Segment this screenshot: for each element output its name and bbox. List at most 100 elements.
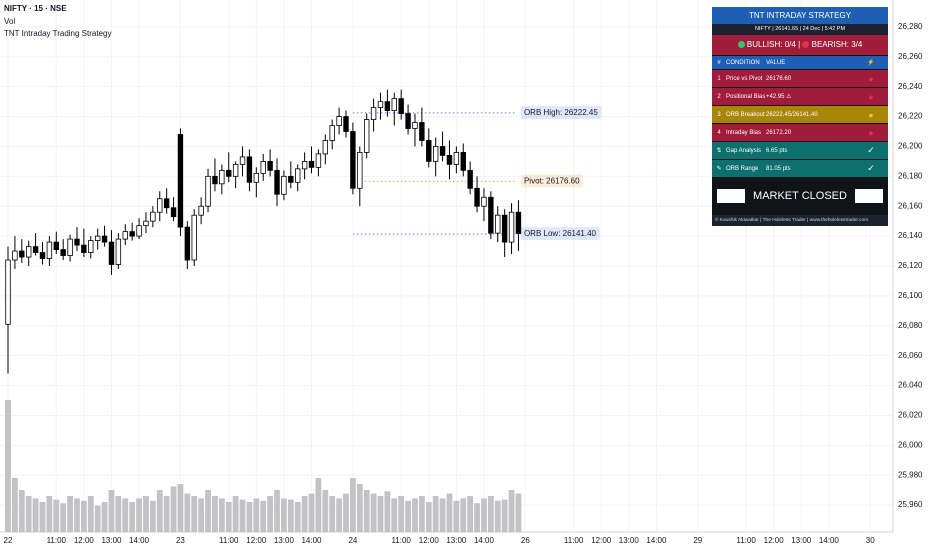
x-tick-label: 26 [521, 536, 530, 545]
volume-bar [129, 502, 136, 532]
volume-bar [308, 493, 315, 532]
candle-body [336, 116, 342, 126]
candle-body [308, 160, 315, 168]
candle-body [467, 169, 473, 189]
volume-bar [287, 499, 294, 532]
candle-body [481, 196, 487, 207]
y-tick-label: 26,280 [898, 22, 923, 31]
table-header: # CONDITION VALUE ⚡ [712, 55, 888, 69]
cell-num: ⇅ [716, 148, 722, 154]
level-tag: ORB High: 26222.45 [520, 106, 602, 120]
level-label: ORB High: 26222.45 [524, 108, 598, 117]
symbol[interactable]: NIFTY · 15 · NSE [4, 4, 67, 13]
candle-body [439, 146, 446, 156]
header-cell: VALUE [766, 59, 786, 66]
candle-body [101, 235, 108, 243]
volume-bar [101, 502, 108, 532]
volume-bar [377, 496, 384, 532]
x-tick-label: 11:00 [47, 536, 67, 545]
volume-bar [60, 503, 67, 532]
x-tick-label: 11:00 [391, 536, 411, 545]
candle-body [46, 241, 53, 259]
level-tag: Pivot: 26176.60 [520, 174, 584, 188]
candle-body [274, 169, 280, 195]
y-tick-label: 26,140 [898, 231, 923, 240]
volume-bar [391, 498, 398, 532]
x-tick-label: 13:00 [791, 536, 812, 545]
x-tick-label: 22 [4, 536, 13, 545]
y-tick-label: 26,240 [898, 82, 923, 91]
volume-bar [122, 498, 129, 532]
x-tick-label: 11:00 [564, 536, 584, 545]
x-tick-label: 12:00 [419, 536, 440, 545]
candle-body [19, 250, 25, 258]
volume-bar [149, 500, 156, 532]
candle-body [39, 252, 46, 259]
y-tick-label: 26,180 [898, 171, 923, 180]
cell-num: 3 [717, 111, 721, 118]
cell-condition: ORB Range [726, 165, 759, 172]
candle-body [53, 241, 59, 250]
volume-bar [143, 496, 149, 532]
volume-bar [432, 496, 439, 532]
candle-body [419, 122, 425, 141]
volume-bar [212, 496, 218, 532]
volume-bar [191, 496, 198, 532]
candle-body [246, 156, 253, 183]
candle-body [295, 168, 301, 183]
volume-bar [363, 490, 370, 532]
candle-body [432, 146, 439, 162]
candle-body [253, 172, 260, 183]
volume-bar [329, 496, 336, 532]
volume-bar [418, 496, 425, 532]
x-tick-label: 14:00 [474, 536, 495, 545]
candle-body [377, 101, 384, 108]
volume-bar [370, 493, 377, 532]
volume-bar [349, 478, 356, 532]
volume-bar [87, 496, 94, 532]
volume-bar [322, 490, 329, 532]
table-row: 3 ORB Breakout 26222.45/26141.40 ● [712, 105, 888, 123]
table-row: 1 Price vs Pivot 26176.60 ● [712, 69, 888, 87]
volume-bar [46, 496, 53, 532]
candle-body [32, 246, 39, 253]
market-box: MARKET CLOSED [712, 177, 888, 215]
candle-body [515, 211, 522, 235]
candle-body [191, 214, 197, 261]
y-tick-label: 26,160 [898, 201, 923, 210]
candle-body [184, 226, 191, 261]
candle-body [370, 107, 377, 120]
candle-body [205, 175, 211, 207]
y-tick-label: 26,100 [898, 291, 923, 300]
volume-bar [108, 490, 115, 532]
volume-bar [11, 478, 18, 532]
volume-bar [274, 490, 280, 532]
study-label[interactable]: TNT Intraday Trading Strategy [4, 29, 112, 38]
candle-body [474, 187, 480, 207]
cell-condition: Price vs Pivot [726, 75, 763, 82]
x-tick-label: 13:00 [274, 536, 295, 545]
candle-body [446, 155, 453, 165]
volume-label[interactable]: Vol [4, 17, 16, 26]
candle-body [150, 211, 156, 222]
volume-bar [239, 499, 246, 532]
x-tick-label: 13:00 [101, 536, 122, 545]
bullish: BULLISH: 0/4 [746, 40, 796, 49]
cell-value: +42.95 ⚠ [766, 94, 792, 100]
volume-bar [253, 498, 260, 532]
volume-bar [439, 498, 446, 532]
cell-status: ● [868, 127, 874, 138]
cell-value: 81.05 pts [766, 165, 791, 172]
strategy-panel: TNT INTRADAY STRATEGY NIFTY | 26141.65 |… [712, 7, 888, 226]
volume-bar [398, 496, 405, 532]
x-tick-label: 13:00 [446, 536, 467, 545]
candle-body [25, 246, 32, 258]
volume-bar [494, 500, 501, 532]
volume-bar [163, 496, 170, 532]
x-tick-label: 11:00 [219, 536, 239, 545]
cell-num: 2 [717, 93, 721, 100]
cell-status: ● [868, 91, 874, 102]
y-tick-label: 26,220 [898, 112, 923, 121]
footer: © Kaushik Akiwatkar | The Holeless Trade… [712, 215, 888, 226]
